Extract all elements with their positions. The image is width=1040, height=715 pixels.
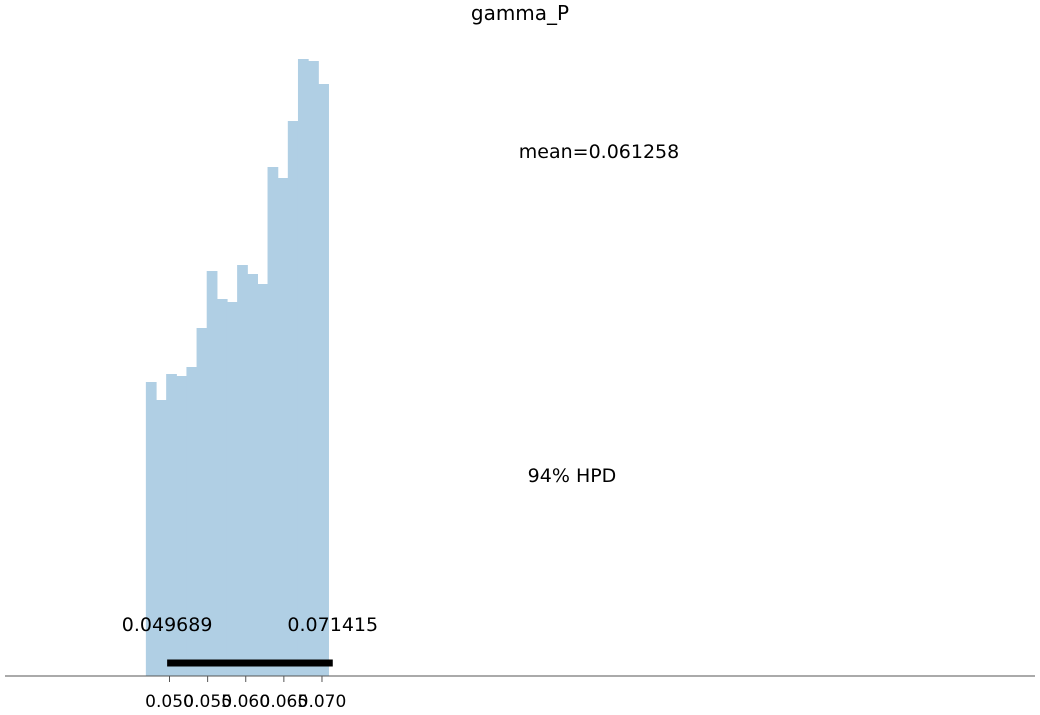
x-tick-label: 0.065 xyxy=(260,692,309,712)
x-tick-label: 0.055 xyxy=(183,692,232,712)
histogram-bar xyxy=(287,121,299,676)
x-tick-label: 0.060 xyxy=(221,692,270,712)
x-tick-label: 0.070 xyxy=(298,692,347,712)
histogram-bar xyxy=(318,84,329,676)
histogram-bar xyxy=(156,400,167,676)
histogram-bar xyxy=(216,299,228,676)
histogram-bar xyxy=(206,271,218,676)
x-tick-label: 0.050 xyxy=(145,692,194,712)
histogram-bar xyxy=(196,328,208,676)
histogram-bar xyxy=(257,284,269,676)
histogram-bar xyxy=(267,167,279,676)
chart-title: gamma_P xyxy=(471,1,569,25)
histogram-bar xyxy=(247,274,258,676)
mean-annotation: mean=0.061258 xyxy=(519,141,679,163)
hpd-label: 94% HPD xyxy=(528,465,617,487)
histogram-bar xyxy=(277,178,289,676)
histogram-bars xyxy=(145,59,329,676)
histogram-bar xyxy=(145,382,157,676)
histogram-bar xyxy=(176,376,188,676)
histogram-bar xyxy=(297,59,309,676)
histogram-bar xyxy=(186,367,198,676)
histogram-bar xyxy=(226,302,238,676)
hpd-low-label: 0.049689 xyxy=(122,614,213,636)
histogram-bar xyxy=(166,374,177,676)
histogram-bar xyxy=(237,265,248,676)
hpd-high-label: 0.071415 xyxy=(287,614,378,636)
histogram-bar xyxy=(308,61,319,676)
